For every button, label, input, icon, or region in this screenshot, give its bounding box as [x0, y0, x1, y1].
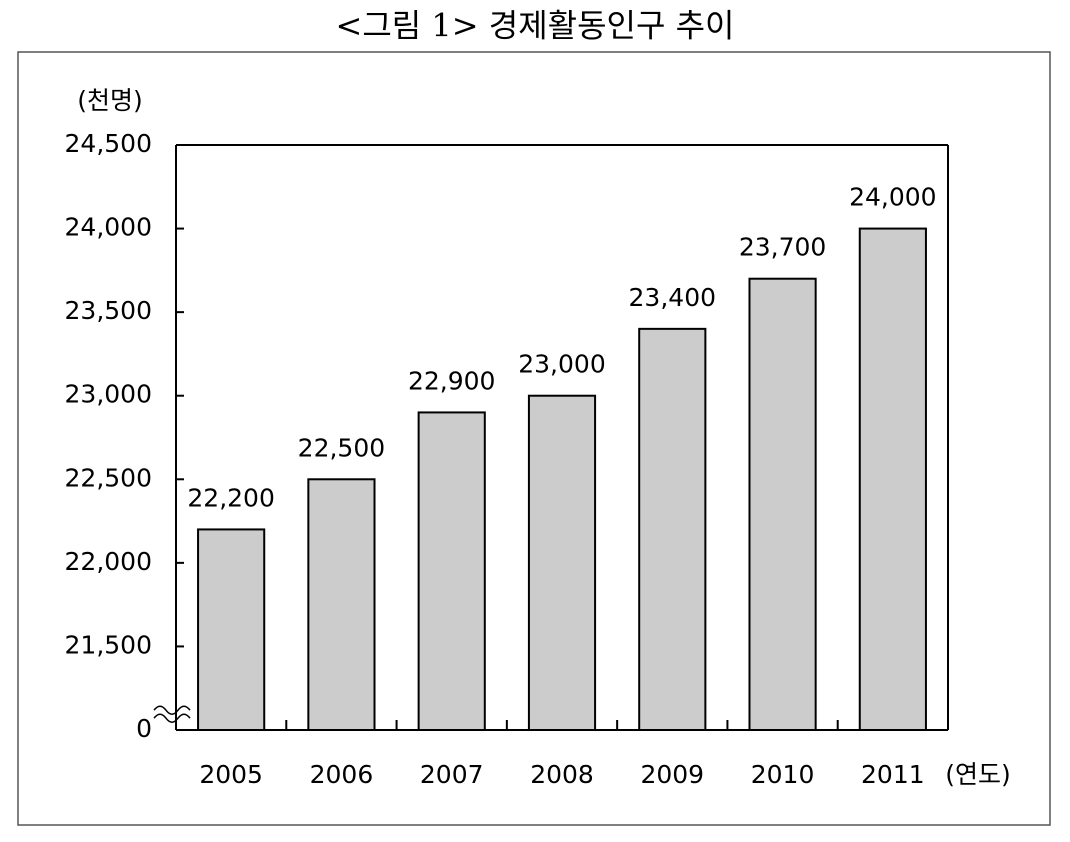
y-axis-label: (천명) [77, 86, 143, 115]
bar [417, 411, 486, 731]
value-label: 23,400 [629, 283, 716, 312]
frame [17, 51, 1051, 826]
x-axis-label: (연도) [945, 760, 1011, 789]
y-tick-label: 24,000 [65, 213, 152, 242]
bar [638, 327, 707, 731]
y-tick-label: 24,500 [65, 129, 152, 158]
value-label: 22,900 [408, 366, 495, 395]
x-tick-label: 2005 [199, 760, 263, 789]
x-tick-label: 2011 [861, 760, 925, 789]
bar [527, 394, 597, 731]
x-tick-label: 2009 [640, 760, 704, 789]
y-tick-label: 22,000 [65, 547, 152, 576]
axis-break [153, 713, 191, 723]
value-label: 22,200 [187, 483, 274, 512]
chart-title: <그림 1> 경제활동인구 추이 [336, 7, 735, 45]
y-tick-label: 21,500 [65, 630, 152, 659]
y-tick-label: 23,000 [65, 380, 152, 409]
value-label: 23,700 [739, 233, 826, 262]
bar [748, 277, 817, 731]
y-tick-label: 0 [136, 714, 152, 743]
bar [197, 528, 266, 732]
value-label: 24,000 [849, 183, 936, 212]
y-tick-label: 23,500 [65, 296, 152, 325]
x-tick-label: 2007 [420, 760, 484, 789]
bar [307, 478, 376, 731]
bar [858, 227, 927, 731]
x-tick-label: 2010 [751, 760, 815, 789]
x-tick-label: 2008 [530, 760, 594, 789]
value-label: 23,000 [518, 350, 605, 379]
x-tick-label: 2006 [310, 760, 374, 789]
y-tick-label: 22,500 [65, 463, 152, 492]
axis-break [153, 705, 191, 715]
value-label: 22,500 [298, 433, 385, 462]
